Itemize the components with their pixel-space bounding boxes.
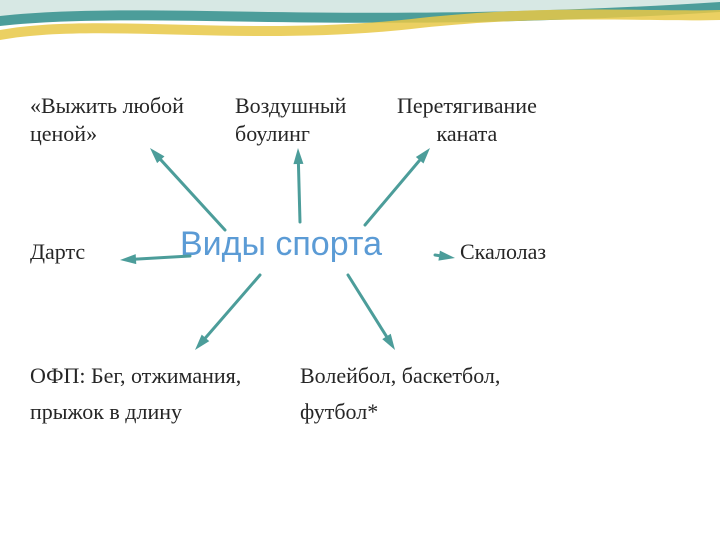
- arrow-shaft-6: [348, 275, 387, 336]
- node-ofp: ОФП: Бег, отжимания,прыжок в длину: [30, 358, 241, 430]
- node-survive-line: ценой»: [30, 120, 184, 148]
- arrow-head-2: [416, 148, 430, 163]
- node-tug-of-war: Перетягиваниеканата: [397, 92, 537, 148]
- node-ball-games-line: футбол*: [300, 394, 500, 430]
- arrow-head-6: [382, 334, 395, 350]
- node-survive-line: «Выжить любой: [30, 92, 184, 120]
- node-ofp-line: ОФП: Бег, отжимания,: [30, 358, 241, 394]
- node-climbing-line: Скалолаз: [460, 238, 546, 266]
- wave-teal: [0, 2, 720, 26]
- arrow-shaft-2: [365, 160, 420, 225]
- node-ofp-line: прыжок в длину: [30, 394, 241, 430]
- decorative-wave: [0, 0, 720, 80]
- node-tug-of-war-line: Перетягивание: [397, 92, 537, 120]
- arrow-head-5: [195, 335, 209, 350]
- arrow-shaft-5: [205, 275, 260, 338]
- arrow-head-3: [120, 254, 136, 264]
- center-title: Виды спорта: [180, 225, 382, 264]
- node-aerial-bowling-line: Воздушный: [235, 92, 346, 120]
- node-darts: Дартс: [30, 238, 85, 266]
- arrow-shaft-4: [435, 255, 439, 256]
- wave-light: [0, 0, 720, 18]
- node-aerial-bowling: Воздушныйбоулинг: [235, 92, 346, 148]
- node-ball-games-line: Волейбол, баскетбол,: [300, 358, 500, 394]
- slide-canvas: Виды спорта «Выжить любойценой» Воздушный…: [0, 0, 720, 540]
- node-ball-games: Волейбол, баскетбол, футбол*: [300, 358, 500, 430]
- node-climbing: Скалолаз: [460, 238, 546, 266]
- node-aerial-bowling-line: боулинг: [235, 120, 346, 148]
- arrow-head-1: [293, 148, 303, 164]
- wave-yellow: [0, 10, 720, 41]
- arrow-head-4: [438, 251, 455, 261]
- arrow-shaft-1: [298, 164, 300, 222]
- arrow-shaft-0: [161, 160, 225, 230]
- node-tug-of-war-line: каната: [397, 120, 537, 148]
- arrows-layer: [0, 0, 720, 540]
- node-darts-line: Дартс: [30, 238, 85, 266]
- node-survive: «Выжить любойценой»: [30, 92, 184, 148]
- arrow-head-0: [150, 148, 164, 163]
